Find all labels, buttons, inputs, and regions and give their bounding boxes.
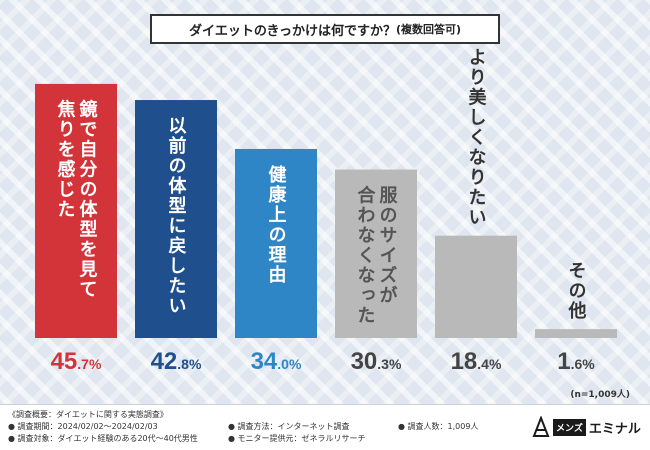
footer-period: ● 調査期間：2024/02/02～2024/02/03 <box>8 422 158 431</box>
bar-5 <box>435 235 517 338</box>
logo-name: エミナル <box>588 421 641 437</box>
bar-6 <box>535 329 617 338</box>
brand-logo: メンズ エミナル <box>532 412 641 442</box>
sample-size-note: (n=1,009人) <box>570 390 630 400</box>
logo-mens: メンズ <box>553 418 586 436</box>
value-label-2: 42.8% <box>151 348 202 375</box>
value-label-5: 18.4% <box>451 348 502 375</box>
bar-4 <box>335 169 417 338</box>
value-label-4: 30.3% <box>351 348 402 375</box>
bar-label-1-line-1: 鏡で自分の体型を見て <box>77 99 99 300</box>
title-text: ダイエットのきっかけは何ですか？ <box>188 23 396 39</box>
value-label-1: 45.7% <box>51 348 102 375</box>
bar-label-6-line-1: その他 <box>566 261 588 321</box>
bar-3 <box>235 148 317 338</box>
bar-label-3-line-1: 健康上の理由 <box>266 164 287 285</box>
chart-title: ダイエットのきっかけは何ですか？ (複数回答可) <box>150 14 500 44</box>
bar-label-4-line-2: 合わなくなった <box>355 184 376 325</box>
bar-1 <box>35 83 117 339</box>
survey-footer: 《調査概要：ダイエットに関する実態調査》 ● 調査期間：2024/02/02～2… <box>0 404 650 450</box>
value-label-6: 1.6% <box>557 348 595 375</box>
footer-provider: ● モニター提供元：ゼネラルリサーチ <box>228 434 366 443</box>
bar-label-4-line-1: 服のサイズが <box>377 185 398 305</box>
footer-count: ● 調査人数：1,009人 <box>398 422 479 431</box>
bar-label-2-line-1: 以前の体型に戻したい <box>166 116 187 316</box>
footer-target: ● 調査対象：ダイエット経験のある20代～40代男性 <box>8 434 198 443</box>
footer-overview: 《調査概要：ダイエットに関する実態調査》 <box>8 410 168 419</box>
bar-label-1-line-2: 焦りを感じた <box>55 99 77 220</box>
bar-label-5-line-1: より美しくなりたい <box>466 48 487 228</box>
title-subtitle: (複数回答可) <box>395 23 462 36</box>
logo-mark-icon <box>532 415 550 438</box>
value-label-3: 34.0% <box>251 348 302 375</box>
bar-2 <box>135 100 217 338</box>
footer-method: ● 調査方法：インターネット調査 <box>228 422 350 431</box>
